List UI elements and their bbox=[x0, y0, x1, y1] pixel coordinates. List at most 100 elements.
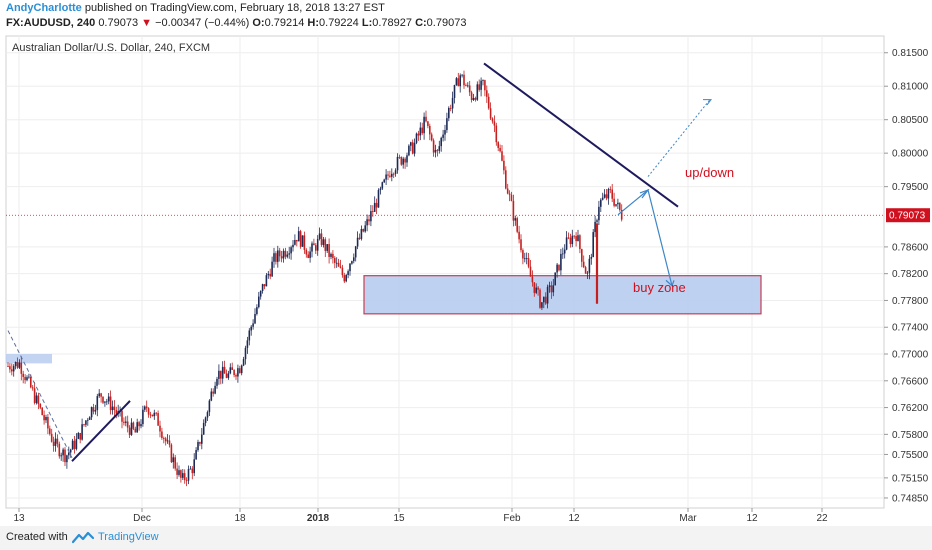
candle-body bbox=[364, 225, 366, 232]
candle-body bbox=[37, 395, 40, 405]
candle-body bbox=[147, 408, 150, 415]
candle-body bbox=[33, 388, 36, 403]
candle-body bbox=[413, 142, 416, 154]
candle-body bbox=[104, 401, 106, 403]
chart-header: AndyCharlotte published on TradingView.c… bbox=[0, 0, 932, 30]
candle-body bbox=[487, 96, 490, 109]
candle-body bbox=[193, 459, 195, 474]
candles bbox=[7, 70, 623, 487]
plot-area[interactable] bbox=[5, 35, 885, 509]
candle-body bbox=[22, 373, 24, 377]
candle-body bbox=[18, 362, 21, 368]
candle-body bbox=[429, 125, 431, 135]
candle-body bbox=[24, 376, 26, 381]
candle-body bbox=[596, 220, 598, 222]
candle-body bbox=[457, 78, 460, 87]
candle-body bbox=[280, 256, 283, 259]
candle-body bbox=[261, 284, 264, 291]
price-axis: 0.81500 0.81000 0.80500 0.80000 0.79500 0.786… bbox=[884, 48, 930, 504]
price-chart[interactable]: 0.81500 0.81000 0.80500 0.80000 0.79500 0.786… bbox=[0, 30, 932, 526]
candle-body bbox=[161, 431, 163, 439]
price-change: −0.00347 (−0.44%) bbox=[155, 17, 250, 29]
candle-body bbox=[71, 440, 74, 450]
candle-body bbox=[218, 370, 220, 379]
candle-body bbox=[163, 438, 165, 439]
candle-body bbox=[548, 285, 551, 288]
candle-body bbox=[472, 98, 475, 100]
candle-body bbox=[531, 276, 534, 283]
time-tick-label: 15 bbox=[393, 513, 405, 524]
candle-body bbox=[214, 385, 216, 394]
drawings bbox=[6, 62, 884, 462]
candle-body bbox=[546, 287, 549, 304]
candle-body bbox=[115, 410, 118, 414]
candle-body bbox=[273, 253, 275, 262]
candle-body bbox=[151, 414, 154, 417]
candle-body bbox=[330, 253, 332, 257]
candle-body bbox=[94, 409, 97, 412]
candle-body bbox=[30, 376, 32, 388]
candle-body bbox=[383, 179, 385, 183]
candle-body bbox=[79, 433, 81, 440]
candle-body bbox=[423, 116, 425, 134]
candle-body bbox=[558, 264, 560, 271]
candle-body bbox=[579, 235, 581, 250]
candle-body bbox=[613, 198, 615, 206]
candle-body bbox=[430, 134, 433, 141]
price-tick-label: 0.76600 bbox=[892, 376, 929, 387]
candle-body bbox=[410, 142, 412, 146]
candle-body bbox=[106, 401, 108, 403]
tradingview-link[interactable]: TradingView bbox=[98, 531, 159, 543]
candle-body bbox=[524, 258, 526, 260]
candle-body bbox=[476, 84, 479, 100]
candle-body bbox=[144, 406, 146, 410]
candle-body bbox=[349, 263, 351, 272]
candle-body bbox=[440, 137, 442, 147]
candle-body bbox=[126, 421, 129, 428]
candle-body bbox=[100, 393, 102, 397]
candle-body bbox=[425, 116, 427, 122]
dashed-trendline bbox=[7, 330, 73, 459]
candle-body bbox=[544, 296, 547, 304]
candle-body bbox=[20, 362, 23, 374]
candle-body bbox=[432, 140, 435, 153]
candle-body bbox=[571, 235, 574, 245]
candle-body bbox=[495, 125, 498, 143]
candle-body bbox=[16, 361, 19, 368]
candle-body bbox=[197, 441, 199, 451]
candle-body bbox=[332, 253, 334, 259]
candle-body bbox=[619, 202, 621, 210]
candle-body bbox=[252, 323, 254, 327]
candle-body bbox=[73, 440, 76, 449]
candle-body bbox=[339, 266, 342, 268]
author-link[interactable]: AndyCharlotte bbox=[6, 2, 82, 14]
candle-body bbox=[343, 275, 346, 282]
candle-body bbox=[62, 449, 64, 456]
candle-body bbox=[113, 406, 116, 411]
candle-body bbox=[240, 365, 243, 374]
annotation-up-down: up/down bbox=[685, 165, 734, 180]
candle-body bbox=[265, 275, 268, 287]
candle-body bbox=[337, 262, 340, 267]
candle-body bbox=[508, 193, 511, 195]
candle-body bbox=[52, 441, 55, 446]
price-tick-label: 0.74850 bbox=[892, 493, 929, 504]
price-tick-label: 0.81500 bbox=[892, 48, 929, 59]
candle-body bbox=[60, 455, 62, 457]
time-tick-label: 12 bbox=[568, 513, 580, 524]
candle-body bbox=[449, 107, 452, 109]
candle-body bbox=[111, 406, 114, 411]
candle-body bbox=[248, 330, 251, 341]
candle-body bbox=[31, 387, 34, 389]
candle-body bbox=[482, 80, 484, 81]
candle-body bbox=[605, 194, 608, 199]
candle-body bbox=[208, 400, 211, 413]
candle-body bbox=[64, 449, 66, 463]
candle-body bbox=[35, 395, 38, 403]
chart-title: Australian Dollar/U.S. Dollar, 240, FXCM bbox=[12, 42, 210, 54]
candle-body bbox=[225, 373, 228, 378]
ohlc-line: FX:AUDUSD, 240 0.79073 ▼ −0.00347 (−0.44… bbox=[6, 17, 466, 29]
grid-lines bbox=[6, 36, 884, 508]
candle-body bbox=[582, 261, 585, 268]
time-tick-label: 12 bbox=[746, 513, 758, 524]
